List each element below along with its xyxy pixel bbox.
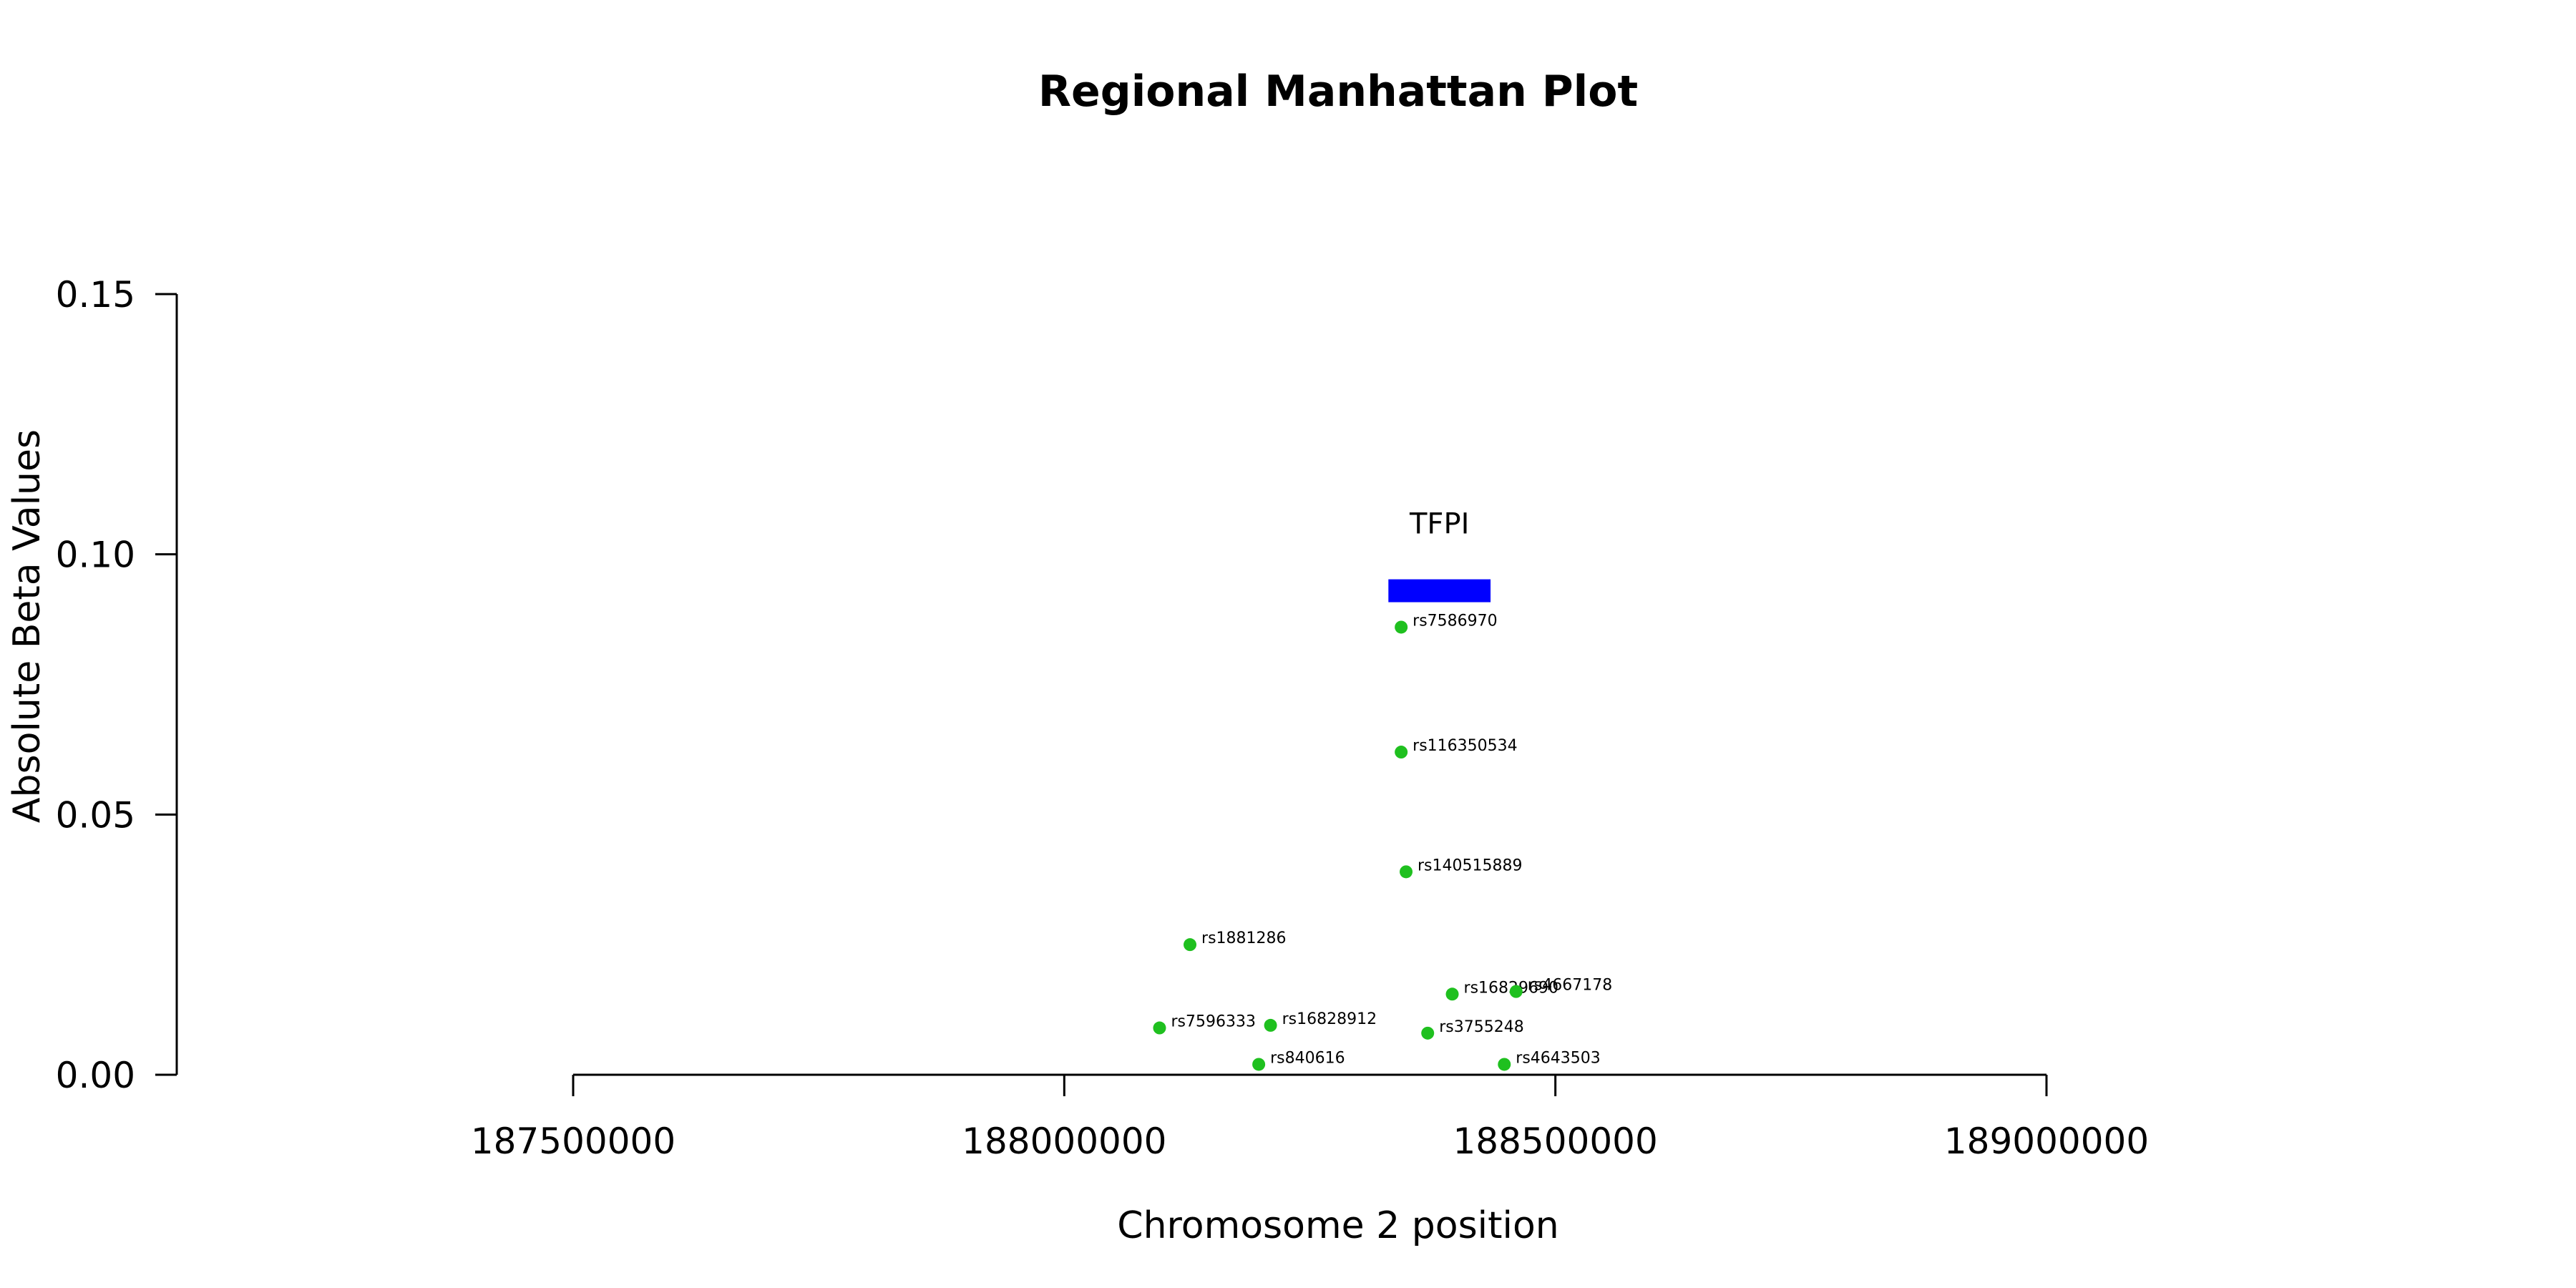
snp-label: rs840616 (1270, 1049, 1345, 1067)
snp-label: rs16828912 (1282, 1010, 1377, 1028)
snp-point (1264, 1018, 1277, 1032)
x-tick-label: 187500000 (471, 1121, 675, 1162)
x-axis: 187500000 188000000 188500000 189000000 (471, 1073, 2149, 1162)
y-tick-label: 0.00 (56, 1055, 135, 1096)
snp-point (1445, 987, 1459, 1001)
snp-point (1509, 985, 1523, 998)
snp-point (1252, 1058, 1266, 1071)
gene-label: TFPI (1409, 508, 1469, 541)
chart-title: Regional Manhattan Plot (1038, 67, 1638, 117)
snp-points: rs7586970 rs116350534 rs140515889 rs1881286… (1153, 612, 1613, 1071)
x-tick-label: 188000000 (962, 1121, 1166, 1162)
snp-label: rs3755248 (1439, 1018, 1524, 1036)
x-tick-label: 188500000 (1453, 1121, 1658, 1162)
snp-point (1153, 1021, 1166, 1035)
y-tick-label: 0.10 (56, 535, 135, 576)
y-tick-label: 0.05 (56, 794, 135, 836)
snp-point (1184, 938, 1197, 952)
y-tick-label: 0.15 (56, 274, 135, 316)
snp-label: rs4643503 (1516, 1049, 1601, 1067)
x-axis-label: Chromosome 2 position (1117, 1204, 1558, 1247)
snp-label: rs1881286 (1201, 930, 1287, 947)
snp-label: rs4667178 (1528, 977, 1613, 995)
snp-label: rs7596333 (1171, 1013, 1256, 1031)
y-axis-label: Absolute Beta Values (6, 429, 49, 823)
snp-point (1400, 865, 1413, 879)
snp-point (1421, 1026, 1435, 1040)
snp-label: rs7586970 (1413, 612, 1498, 630)
snp-point (1498, 1058, 1511, 1071)
y-axis: 0.00 0.05 0.10 0.15 (56, 274, 178, 1096)
gene-bar (1388, 579, 1491, 602)
snp-label: rs140515889 (1418, 857, 1522, 874)
snp-label: rs116350534 (1413, 737, 1517, 755)
gene-track: TFPI (1388, 508, 1491, 602)
x-tick-label: 189000000 (1944, 1121, 2149, 1162)
snp-point (1395, 746, 1408, 759)
snp-point (1395, 620, 1408, 634)
